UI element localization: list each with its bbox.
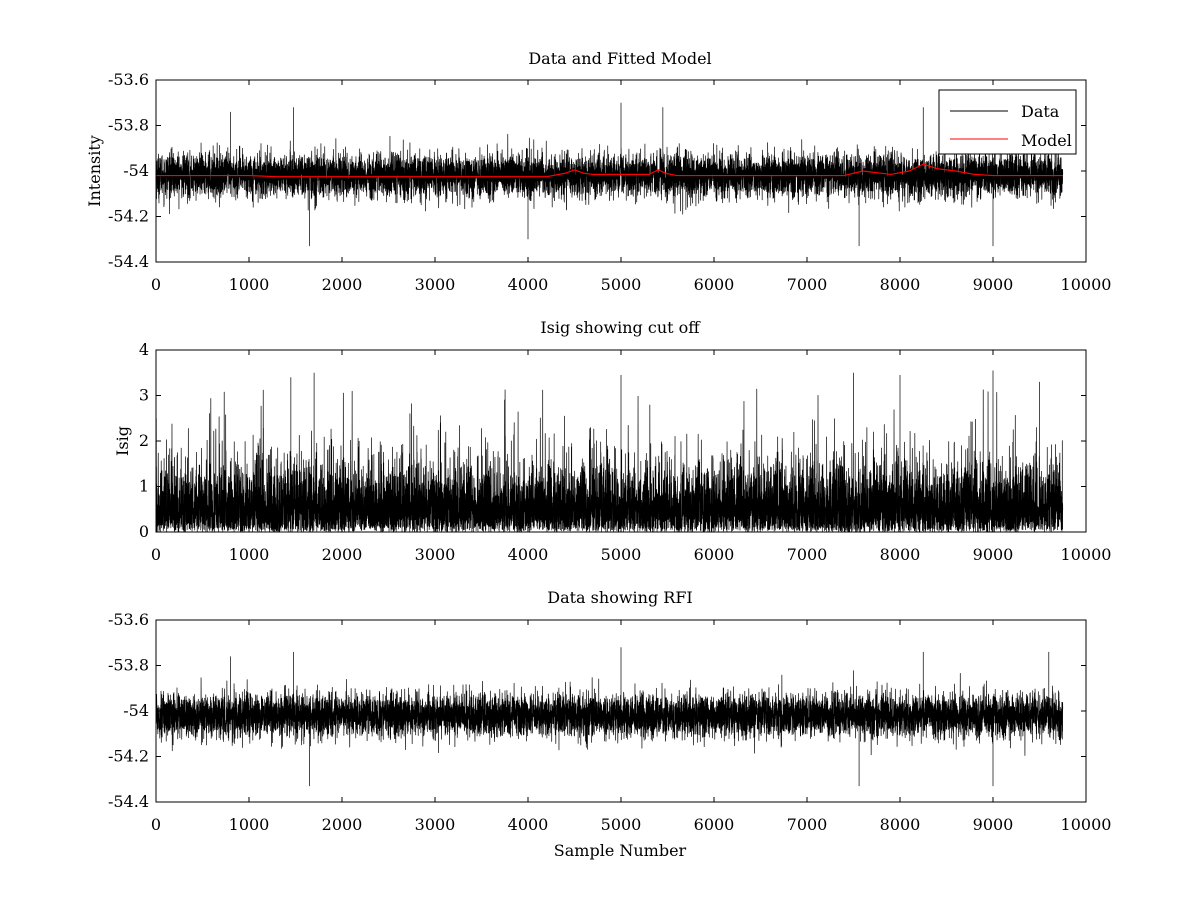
x-tick-label: 0 — [151, 815, 161, 834]
y-tick-label: 1 — [139, 477, 149, 496]
chart-title: Data and Fitted Model — [528, 49, 711, 68]
panel-isig-cutoff: Isig showing cut off Isig 0 1000 2000 3000 4… — [113, 318, 1111, 564]
x-tick-label: 7000 — [787, 815, 828, 834]
x-tick-label: 10000 — [1061, 545, 1112, 564]
x-tick-label: 8000 — [880, 815, 921, 834]
y-tick-label: -53.8 — [108, 656, 149, 675]
y-tick-label: 2 — [139, 431, 149, 450]
y-tick-label: 3 — [139, 386, 149, 405]
series-model — [156, 163, 1063, 178]
x-tick-label: 1000 — [229, 545, 270, 564]
x-tick-label: 6000 — [694, 545, 735, 564]
panel-data-rfi: Data showing RFI Sample Number 0 1000 2000… — [108, 588, 1111, 860]
plot-area — [156, 647, 1064, 787]
x-tick-label: 0 — [151, 275, 161, 294]
plot-area — [156, 102, 1064, 247]
y-tick-label: -54.2 — [108, 207, 149, 226]
x-tick-label: 4000 — [508, 275, 549, 294]
chart-title: Isig showing cut off — [540, 318, 701, 337]
y-tick-label: -53.6 — [108, 70, 149, 89]
y-tick-label: -53.6 — [108, 610, 149, 629]
y-tick-label: -53.8 — [108, 116, 149, 135]
x-tick-label: 1000 — [229, 275, 270, 294]
plot-area — [156, 370, 1064, 532]
x-axis-label: Sample Number — [554, 841, 687, 860]
x-tick-label: 7000 — [787, 275, 828, 294]
y-axis-label: Isig — [113, 426, 132, 456]
x-tick-label: 4000 — [508, 545, 549, 564]
x-tick-label: 4000 — [508, 815, 549, 834]
x-tick-label: 1000 — [229, 815, 270, 834]
x-tick-label: 8000 — [880, 275, 921, 294]
legend-label-data: Data — [1021, 102, 1060, 121]
ticks: 0 1000 2000 3000 4000 5000 6000 7000 8000 9000 100… — [139, 340, 1112, 564]
x-tick-label: 9000 — [973, 815, 1014, 834]
ticks: 0 1000 2000 3000 4000 5000 6000 7000 8000 9000 100… — [108, 610, 1111, 834]
x-tick-label: 3000 — [415, 275, 456, 294]
x-tick-label: 3000 — [415, 545, 456, 564]
series-data — [156, 647, 1064, 787]
x-tick-label: 6000 — [694, 815, 735, 834]
legend: Data Model — [938, 89, 1077, 155]
x-tick-label: 10000 — [1061, 815, 1112, 834]
x-tick-label: 8000 — [880, 545, 921, 564]
ticks: 0 1000 2000 3000 4000 5000 6000 7000 8000 9000 100… — [108, 70, 1111, 294]
x-tick-label: 5000 — [601, 545, 642, 564]
x-tick-label: 5000 — [601, 815, 642, 834]
x-tick-label: 9000 — [973, 545, 1014, 564]
y-tick-label: -54 — [123, 161, 149, 180]
x-tick-label: 9000 — [973, 275, 1014, 294]
x-tick-label: 2000 — [322, 275, 363, 294]
y-tick-label: -54.2 — [108, 747, 149, 766]
legend-label-model: Model — [1021, 131, 1072, 150]
x-tick-label: 2000 — [322, 545, 363, 564]
y-tick-label: -54 — [123, 701, 149, 720]
y-tick-label: -54.4 — [108, 792, 149, 811]
panel-data-fitted-model: Data and Fitted Model Intensity 0 1000 200… — [85, 49, 1111, 294]
y-tick-label: 0 — [139, 522, 149, 541]
y-axis-label: Intensity — [85, 135, 104, 207]
x-tick-label: 2000 — [322, 815, 363, 834]
legend-box — [938, 89, 1077, 155]
x-tick-label: 6000 — [694, 275, 735, 294]
y-tick-label: -54.4 — [108, 252, 149, 271]
x-tick-label: 3000 — [415, 815, 456, 834]
x-tick-label: 10000 — [1061, 275, 1112, 294]
series-isig — [156, 370, 1064, 532]
chart-title: Data showing RFI — [547, 588, 692, 607]
y-tick-label: 4 — [139, 340, 149, 359]
x-tick-label: 0 — [151, 545, 161, 564]
x-tick-label: 5000 — [601, 275, 642, 294]
x-tick-label: 7000 — [787, 545, 828, 564]
